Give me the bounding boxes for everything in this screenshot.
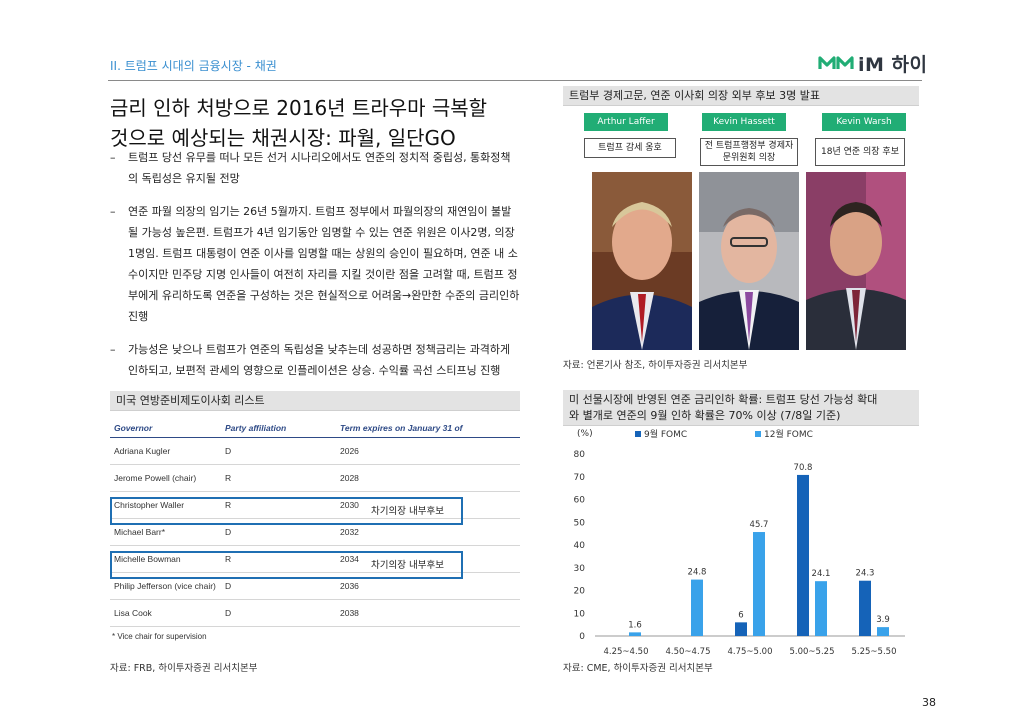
table-cell: Michelle Bowman (114, 554, 181, 564)
data-label: 24.8 (688, 568, 707, 578)
table-cell: 2034 (340, 554, 359, 564)
photo-kevin-warsh (806, 172, 906, 350)
y-tick-label: 40 (574, 541, 586, 551)
fed-table-source: 자료: FRB, 하이투자증권 리서치본부 (110, 663, 258, 674)
rate-chart-source: 자료: CME, 하이투자증권 리서치본부 (563, 663, 713, 674)
candidates-title: 트럼부 경제고문, 연준 이사회 의장 외부 후보 3명 발표 (563, 86, 919, 106)
bar (797, 474, 809, 636)
y-tick-label: 50 (574, 518, 586, 528)
bar (691, 579, 703, 636)
y-tick-label: 30 (574, 564, 586, 574)
table-cell: Jerome Powell (chair) (114, 473, 197, 483)
section-label: II. 트럼프 시대의 금융시장 - 채권 (110, 59, 277, 73)
table-cell: Lisa Cook (114, 608, 152, 618)
bullet-item: – 연준 파월 의장의 임기는 26년 5월까지. 트럼프 정부에서 파월의장의 … (110, 205, 520, 323)
x-tick-label: 5.00~5.25 (790, 647, 835, 657)
bullet-item: – 트럼프 당선 유무를 떠나 모든 선거 시나리오에서도 연준의 정치적 중립성… (110, 151, 511, 185)
bullet-list: – 트럼프 당선 유무를 떠나 모든 선거 시나리오에서도 연준의 정치적 중립성… (110, 147, 520, 393)
data-label: 6 (738, 610, 743, 620)
bar (859, 580, 871, 636)
candidate-desc: 전 트럼프행정부 경제자문위원회 의장 (700, 138, 798, 166)
y-tick-label: 60 (574, 496, 586, 506)
header-divider (108, 80, 922, 81)
y-tick-label: 70 (574, 473, 586, 483)
table-row: Michelle Bowman R 2034 (110, 546, 520, 573)
bar (877, 627, 889, 636)
data-label: 24.1 (812, 569, 831, 579)
table-cell: D (225, 527, 232, 537)
x-tick-label: 4.50~4.75 (666, 647, 711, 657)
candidates-source: 자료: 언론기사 참조, 하이투자증권 리서치본부 (563, 360, 748, 371)
highlight-label: 차기의장 내부후보 (371, 506, 444, 517)
data-label: 70.8 (794, 463, 813, 473)
page-number: 38 (922, 696, 936, 709)
table-cell: R (225, 554, 232, 564)
y-axis-label: (%) (577, 429, 593, 439)
table-cell: 2030 (340, 500, 359, 510)
candidate-desc: 트럼프 감세 옹호 (584, 138, 676, 158)
table-row: Jerome Powell (chair) R 2028 (110, 465, 520, 492)
data-label: 45.7 (750, 520, 769, 530)
table-cell: D (225, 608, 232, 618)
legend-swatch (635, 431, 641, 437)
logo-text: iM 하이 (858, 54, 928, 76)
table-cell: 2026 (340, 446, 359, 456)
photo-kevin-hassett (699, 172, 799, 350)
table-row: Michael Barr* D 2032 (110, 519, 520, 546)
x-tick-label: 4.25~4.50 (604, 647, 649, 657)
data-label: 3.9 (876, 615, 890, 625)
table-cell: 2036 (340, 581, 359, 591)
rate-cut-probability-chart: (%) 0 10 20 30 40 50 60 70 80 9월 FOMC 12월 FOMC 4.25~… (574, 428, 905, 657)
candidate-name: Kevin Hassett (702, 113, 786, 131)
y-tick-label: 80 (574, 450, 586, 460)
table-cell: Philip Jefferson (vice chair) (114, 581, 216, 591)
im-logo-icon (818, 53, 854, 75)
table-cell: 2028 (340, 473, 359, 483)
table-footnote: * Vice chair for supervision (112, 632, 207, 641)
table-header: Governor Party affiliation Term expires … (110, 418, 520, 438)
table-cell: Michael Barr* (114, 527, 166, 537)
y-tick-label: 20 (574, 587, 586, 597)
highlight-label: 차기의장 내부후보 (371, 560, 444, 571)
highlight-box-bowman (110, 551, 463, 579)
candidate-name: Arthur Laffer (584, 113, 668, 131)
table-cell: D (225, 446, 232, 456)
bar (753, 532, 765, 636)
page-title: 금리 인하 처방으로 2016년 트라우마 극복할 것으로 예상되는 채권시장:… (110, 96, 488, 150)
bar (815, 581, 827, 636)
candidate-name: Kevin Warsh (822, 113, 906, 131)
legend-swatch (755, 431, 761, 437)
table-cell: R (225, 500, 232, 510)
legend-label: 9월 FOMC (644, 428, 687, 440)
fed-governor-table: Governor Party affiliation Term expires … (110, 418, 520, 641)
table-cell: R (225, 473, 232, 483)
x-tick-label: 4.75~5.00 (728, 647, 773, 657)
legend-label: 12월 FOMC (764, 428, 813, 440)
y-tick-label: 10 (574, 609, 586, 619)
candidate-desc: 18년 연준 의장 후보 (815, 138, 905, 166)
table-cell: 2032 (340, 527, 359, 537)
data-label: 24.3 (856, 569, 875, 579)
table-row: Adriana Kugler D 2026 (110, 438, 520, 465)
fed-table-title: 미국 연방준비제도이사회 리스트 (110, 391, 520, 411)
table-row: Lisa Cook D 2038 (110, 600, 520, 627)
table-cell: Adriana Kugler (114, 446, 171, 456)
table-cell: 2038 (340, 608, 359, 618)
table-row: Philip Jefferson (vice chair) D 2036 (110, 573, 520, 600)
table-cell: D (225, 581, 232, 591)
x-tick-label: 5.25~5.50 (852, 647, 897, 657)
table-row: Christopher Waller R 2030 (110, 492, 520, 519)
highlight-box-waller (110, 497, 463, 525)
photo-arthur-laffer (592, 172, 692, 350)
bar (629, 632, 641, 636)
logo: iM 하이 (818, 50, 928, 77)
bar (735, 622, 747, 636)
rate-chart-title: 미 선물시장에 반영된 연준 금리인하 확률: 트럼프 당선 가능성 확대 와 … (563, 390, 919, 426)
bullet-item: – 가능성은 낮으나 트럼프가 연준의 독립성을 낮추는데 성공하면 정책금리는 … (110, 343, 511, 377)
table-cell: Christopher Waller (114, 500, 185, 510)
data-label: 1.6 (628, 620, 642, 630)
y-tick-label: 0 (579, 632, 585, 642)
